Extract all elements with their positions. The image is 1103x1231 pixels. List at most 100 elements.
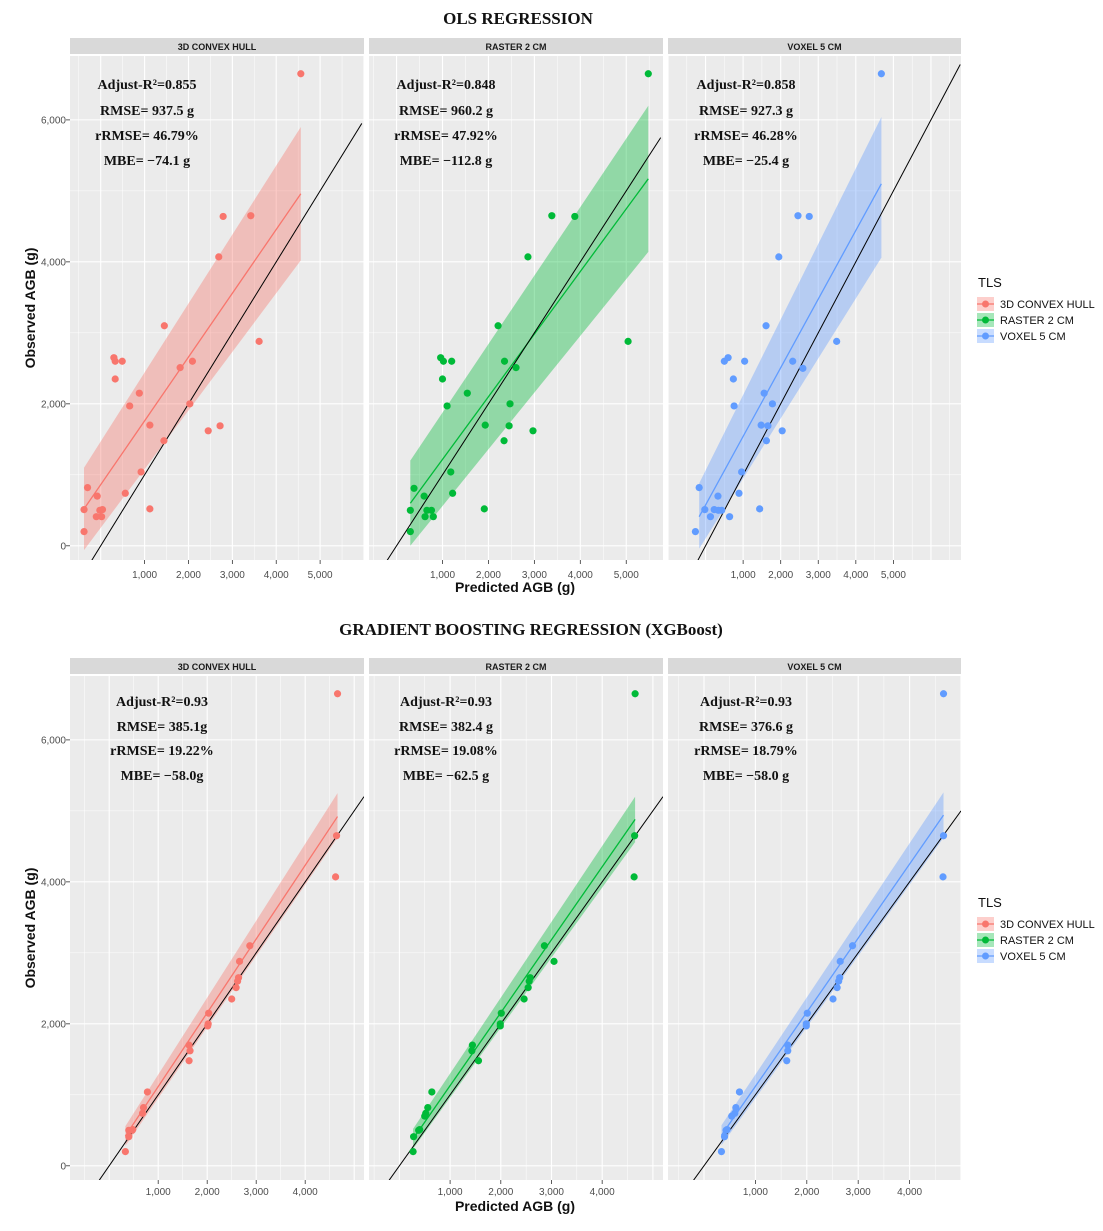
fit-line [698, 183, 882, 518]
data-point [496, 1020, 504, 1028]
identity-line [693, 810, 961, 1180]
stat-annotation: RMSE= 382.4 g [399, 720, 493, 735]
data-point [494, 322, 502, 330]
data-point [205, 1009, 213, 1017]
stat-annotation: rRMSE= 46.28% [694, 129, 798, 144]
fit-line [124, 816, 339, 1137]
facet-strip-label: VOXEL 5 CM [787, 662, 841, 672]
data-point [794, 212, 802, 220]
panel-background [369, 676, 663, 1180]
panel-background [70, 676, 364, 1180]
data-point [186, 400, 194, 408]
data-point [232, 984, 240, 992]
x-tick-label: 2,000 [176, 570, 201, 581]
data-point [429, 513, 437, 521]
x-tick-label: 2,000 [195, 1187, 220, 1198]
data-point [146, 421, 154, 429]
data-point [729, 375, 737, 383]
legend-label-raster: RASTER 2 CM [1000, 935, 1074, 947]
stat-annotation: rRMSE= 19.22% [110, 744, 214, 759]
data-point [332, 832, 341, 840]
data-point [571, 212, 579, 221]
x-tick-label: 4,000 [897, 1187, 922, 1198]
data-point [720, 1133, 729, 1141]
x-tick-label: 1,000 [731, 570, 756, 581]
stat-annotation: MBE= −112.8 g [400, 154, 493, 169]
data-point [137, 468, 145, 476]
data-point [297, 70, 305, 78]
panel-background [70, 56, 364, 560]
data-point [775, 253, 783, 261]
panel-plot-area [369, 56, 663, 560]
facet-strip-label: RASTER 2 CM [485, 42, 546, 52]
stat-annotation: Adjust-R²=0.855 [98, 78, 197, 93]
data-point [176, 364, 184, 372]
legend-key-point [982, 300, 989, 308]
data-point [409, 1148, 417, 1156]
x-axis-title: Predicted AGB (g) [455, 1198, 575, 1214]
stat-annotation: MBE= −62.5 g [403, 769, 489, 784]
panel-plot-area [70, 676, 364, 1180]
y-tick-label: 4,000 [41, 257, 66, 268]
data-point [216, 422, 224, 430]
data-point [803, 1009, 811, 1017]
data-point [410, 484, 418, 492]
data-point [939, 690, 948, 698]
y-tick-label: 6,000 [41, 735, 66, 746]
x-tick-label: 1,000 [438, 1187, 463, 1198]
data-point [550, 957, 558, 965]
stat-annotation: Adjust-R²=0.93 [116, 695, 208, 710]
data-point [691, 528, 700, 536]
data-point [799, 364, 807, 372]
data-point [93, 492, 101, 500]
data-point [520, 995, 528, 1003]
data-point [741, 357, 749, 365]
data-point [768, 400, 777, 408]
data-point [235, 957, 244, 965]
data-point [188, 357, 197, 365]
data-point [427, 506, 436, 514]
stat-annotation: MBE= −25.4 g [703, 154, 789, 169]
data-point [246, 942, 254, 950]
data-point [829, 995, 837, 1003]
data-point [714, 492, 722, 500]
data-point [939, 832, 948, 840]
x-tick-label: 5,000 [614, 570, 639, 581]
fit-line [720, 814, 945, 1136]
data-point [83, 483, 92, 492]
panel-plot-area [668, 56, 961, 560]
legend-label-voxel: VOXEL 5 CM [1000, 331, 1066, 343]
legend-title: TLS [978, 895, 1002, 910]
data-point [481, 421, 489, 429]
data-point [410, 1133, 418, 1141]
data-point [135, 389, 143, 397]
data-point [757, 421, 765, 429]
data-point [160, 322, 168, 330]
confidence-band [721, 792, 944, 1146]
data-point [255, 337, 263, 345]
confidence-band [413, 796, 636, 1149]
data-point [129, 1126, 137, 1134]
stat-annotation: MBE= −74.1 g [104, 154, 190, 169]
data-point [833, 984, 841, 992]
legend-label-convex: 3D CONVEX HULL [1000, 919, 1095, 931]
data-point [234, 974, 243, 982]
stat-annotation: RMSE= 960.2 g [399, 104, 493, 119]
x-tick-label: 4,000 [590, 1187, 615, 1198]
stat-annotation: rRMSE= 47.92% [394, 129, 498, 144]
panel-background [369, 56, 663, 560]
x-tick-label: 1,000 [146, 1187, 171, 1198]
data-point [723, 1126, 731, 1134]
data-point [186, 1047, 194, 1055]
data-point [474, 1057, 483, 1065]
data-point [784, 1041, 792, 1049]
data-point [836, 974, 844, 982]
data-point [160, 437, 168, 445]
panel-background [668, 676, 961, 1180]
identity-line [91, 123, 363, 560]
x-tick-label: 3,000 [806, 570, 831, 581]
data-point [428, 1088, 436, 1096]
x-tick-label: 3,000 [539, 1187, 564, 1198]
x-tick-label: 1,000 [132, 570, 157, 581]
data-point [644, 70, 652, 78]
